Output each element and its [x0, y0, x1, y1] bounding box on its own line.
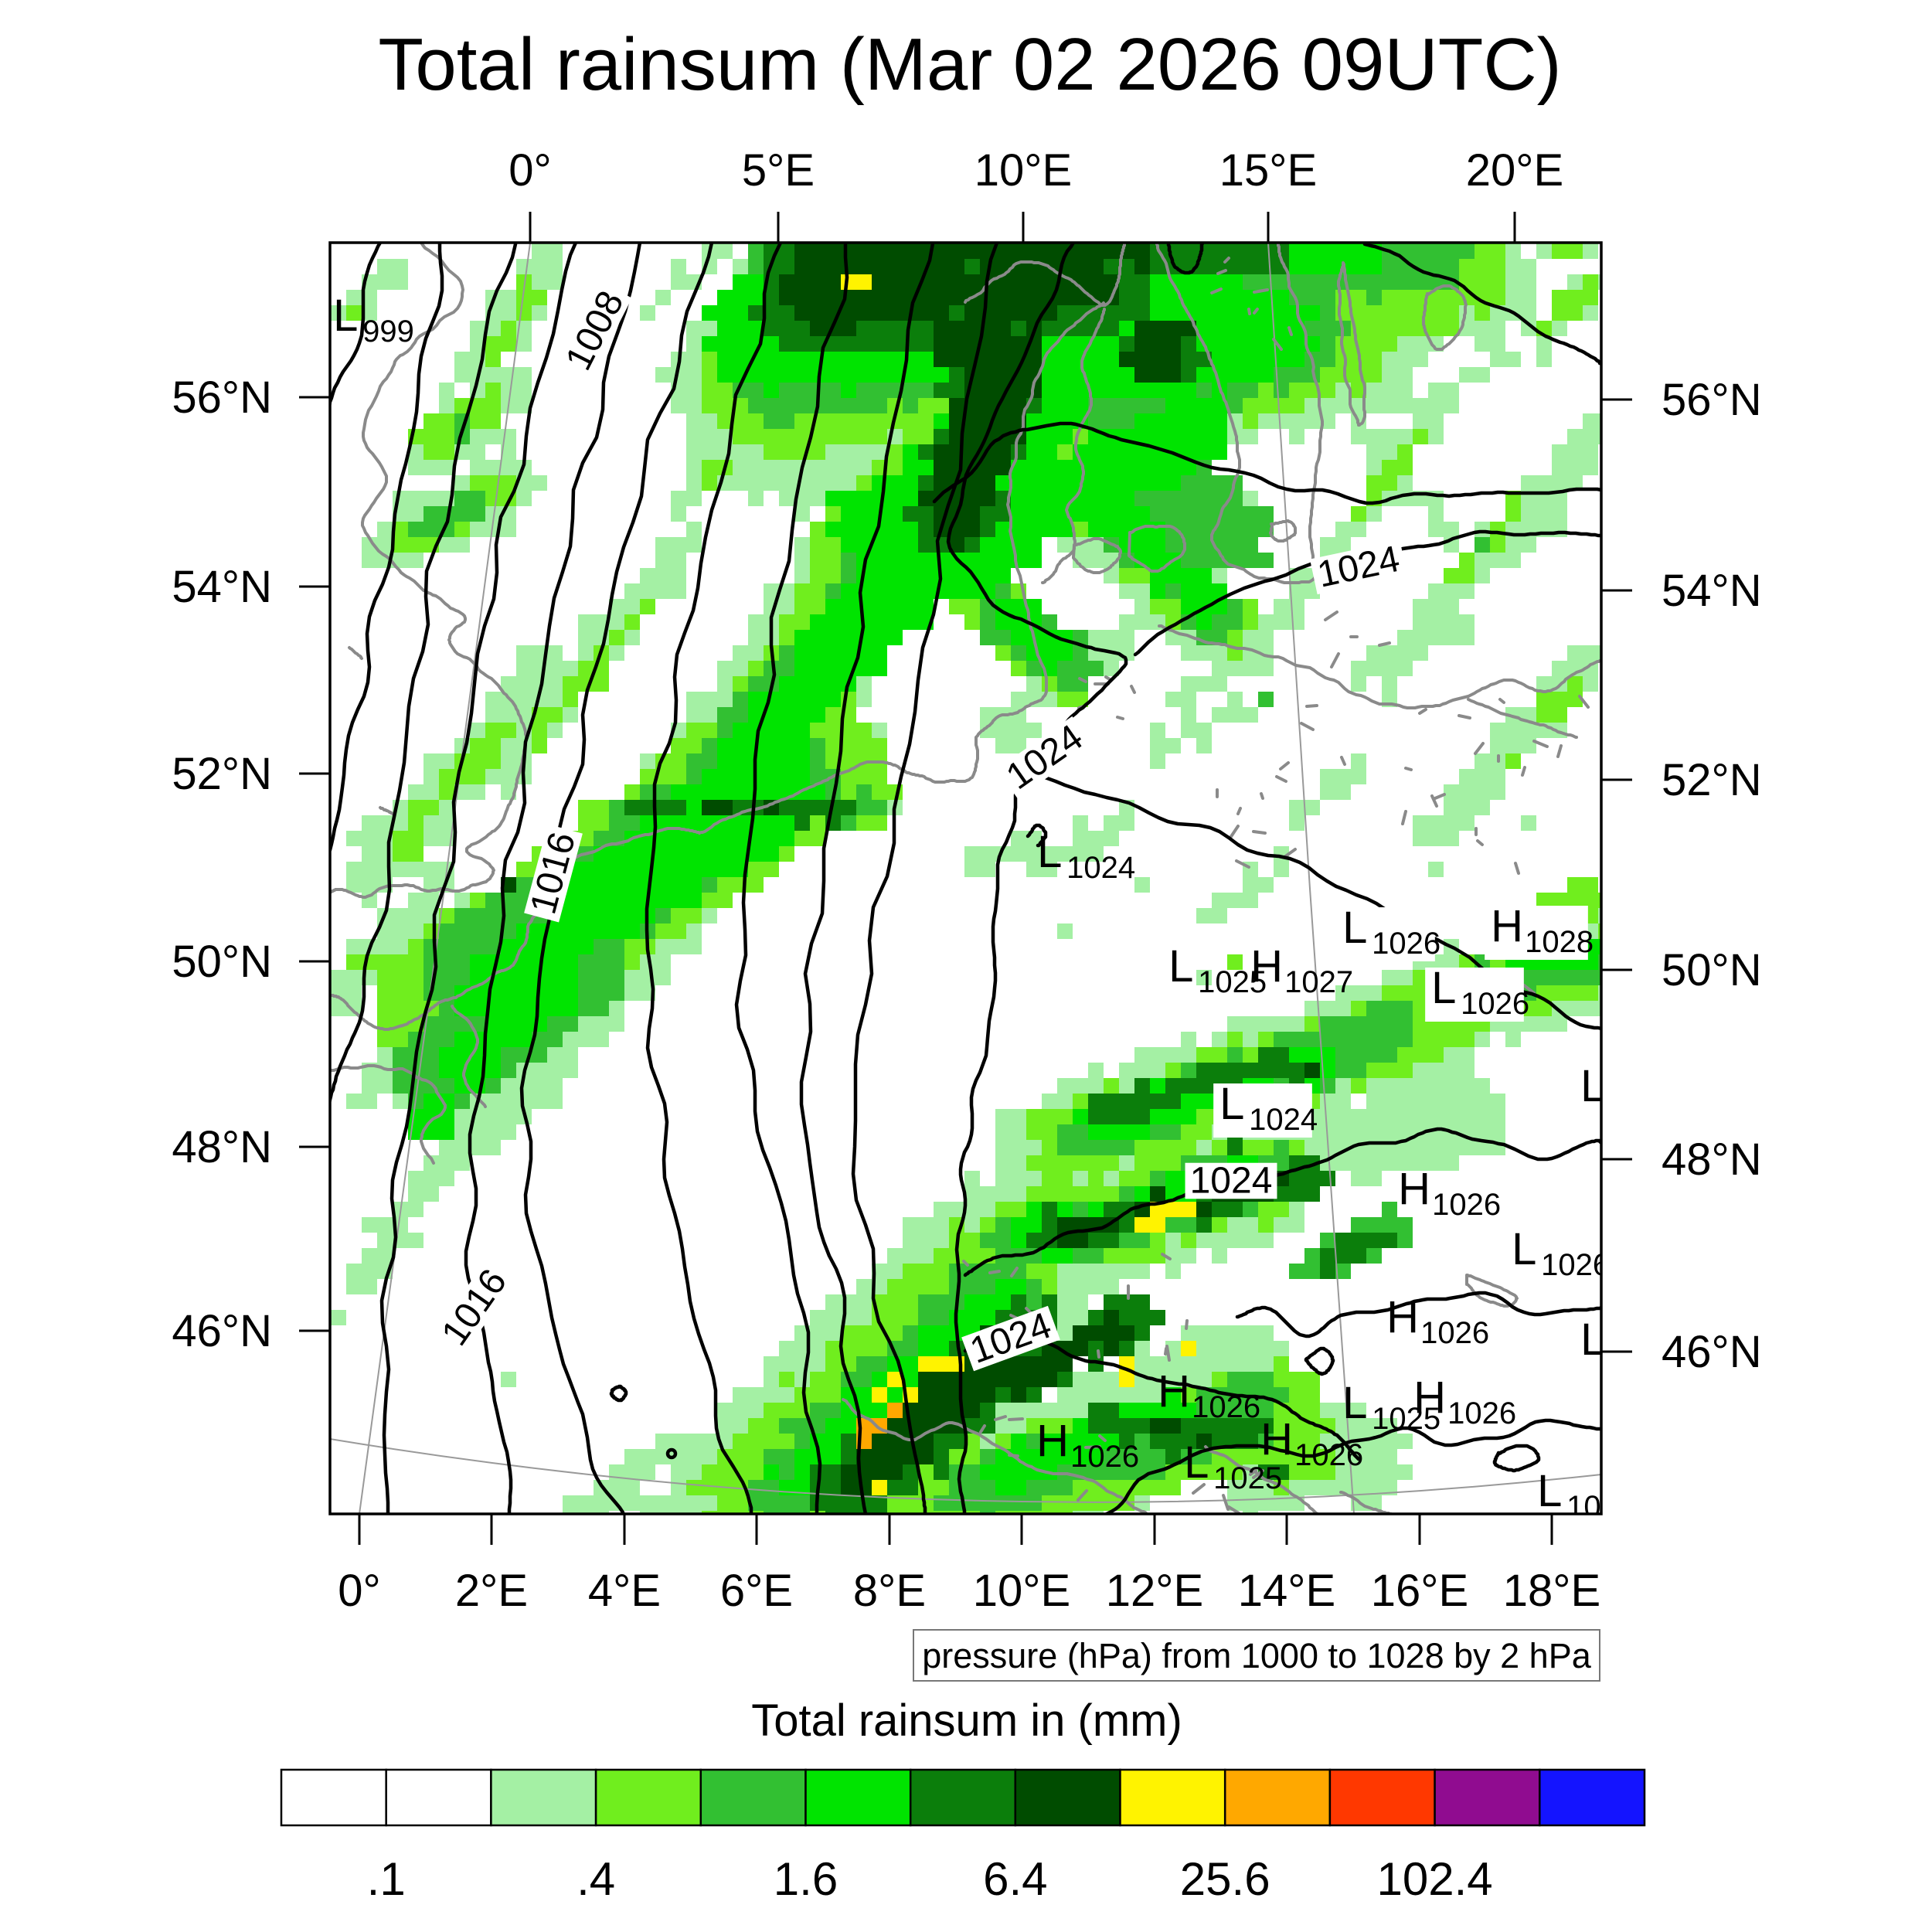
svg-text:Total rainsum (Mar 02 2026 09U: Total rainsum (Mar 02 2026 09UTC) [378, 23, 1561, 106]
svg-text:1025: 1025 [1213, 1461, 1282, 1495]
svg-text:1025: 1025 [1198, 965, 1267, 999]
svg-text:48°N: 48°N [172, 1122, 272, 1172]
svg-text:999: 999 [362, 315, 414, 349]
svg-text:50°N: 50°N [172, 937, 272, 987]
svg-text:20°E: 20°E [1466, 145, 1563, 196]
svg-text:H: H [1413, 1372, 1446, 1423]
svg-text:8°E: 8°E [853, 1566, 926, 1616]
svg-text:52°N: 52°N [1662, 755, 1762, 805]
svg-text:L: L [1168, 941, 1193, 992]
svg-text:1024: 1024 [1066, 851, 1135, 885]
svg-text:25.6: 25.6 [1180, 1853, 1270, 1905]
svg-text:.1: .1 [367, 1853, 406, 1905]
svg-text:46°N: 46°N [1662, 1327, 1762, 1377]
svg-text:1027: 1027 [1284, 965, 1353, 999]
svg-text:1026: 1026 [1566, 1490, 1635, 1524]
svg-text:L: L [1580, 1061, 1605, 1111]
svg-text:54°N: 54°N [1662, 566, 1762, 616]
svg-text:1026: 1026 [1372, 927, 1440, 961]
svg-text:0°: 0° [338, 1566, 380, 1616]
svg-text:50°N: 50°N [1662, 945, 1762, 995]
svg-text:2°E: 2°E [455, 1566, 528, 1616]
svg-text:L: L [1512, 1224, 1536, 1274]
svg-text:6.4: 6.4 [983, 1853, 1047, 1905]
svg-text:1028: 1028 [1525, 925, 1594, 959]
svg-text:L: L [1342, 903, 1367, 953]
svg-text:H: H [1158, 1366, 1190, 1417]
svg-text:1025: 1025 [1372, 1402, 1440, 1436]
svg-text:56°N: 56°N [172, 372, 272, 423]
svg-text:Total rainsum in (mm): Total rainsum in (mm) [751, 1696, 1182, 1746]
svg-text:L: L [1184, 1437, 1209, 1488]
svg-text:16°E: 16°E [1371, 1566, 1468, 1616]
svg-text:H: H [1398, 1164, 1430, 1214]
svg-text:L: L [1342, 1378, 1367, 1428]
svg-text:H: H [1250, 941, 1283, 992]
svg-text:52°N: 52°N [172, 749, 272, 799]
svg-text:6°E: 6°E [720, 1566, 793, 1616]
svg-text:1024: 1024 [1249, 1103, 1318, 1137]
svg-text:.4: .4 [577, 1853, 615, 1905]
svg-text:1024: 1024 [1190, 1160, 1273, 1201]
svg-text:L: L [1580, 1315, 1605, 1365]
svg-text:L: L [333, 291, 358, 341]
svg-text:5°E: 5°E [742, 145, 815, 196]
svg-text:1026: 1026 [1192, 1390, 1260, 1424]
svg-text:H: H [1386, 1292, 1419, 1342]
svg-text:48°N: 48°N [1662, 1134, 1762, 1185]
svg-text:56°N: 56°N [1662, 375, 1762, 425]
svg-text:1026: 1026 [1070, 1440, 1139, 1474]
svg-text:H: H [1260, 1414, 1293, 1464]
svg-text:pressure (hPa) from 1000 to 10: pressure (hPa) from 1000 to 1028 by 2 hP… [922, 1636, 1591, 1675]
svg-text:1026: 1026 [1432, 1188, 1501, 1222]
svg-text:10°E: 10°E [973, 1566, 1070, 1616]
svg-text:1026: 1026 [1447, 1396, 1516, 1430]
svg-text:1026: 1026 [1541, 1248, 1610, 1282]
svg-text:14°E: 14°E [1238, 1566, 1335, 1616]
svg-text:10°E: 10°E [975, 145, 1072, 196]
svg-text:102.4: 102.4 [1377, 1853, 1493, 1905]
svg-text:54°N: 54°N [172, 562, 272, 612]
svg-text:L: L [1431, 963, 1456, 1013]
svg-text:15°E: 15°E [1219, 145, 1317, 196]
svg-text:1026: 1026 [1420, 1316, 1489, 1350]
svg-text:H: H [1491, 901, 1523, 951]
svg-text:L: L [1219, 1079, 1244, 1129]
svg-text:4°E: 4°E [588, 1566, 661, 1616]
svg-text:1026: 1026 [1461, 987, 1529, 1021]
svg-text:12°E: 12°E [1106, 1566, 1203, 1616]
svg-text:46°N: 46°N [172, 1306, 272, 1356]
svg-text:L: L [1537, 1466, 1562, 1516]
svg-text:1026: 1026 [1294, 1438, 1363, 1472]
svg-text:L: L [1037, 827, 1062, 877]
svg-text:0°: 0° [509, 145, 551, 196]
svg-text:1.6: 1.6 [774, 1853, 838, 1905]
svg-text:H: H [1036, 1416, 1069, 1466]
svg-text:18°E: 18°E [1503, 1566, 1600, 1616]
